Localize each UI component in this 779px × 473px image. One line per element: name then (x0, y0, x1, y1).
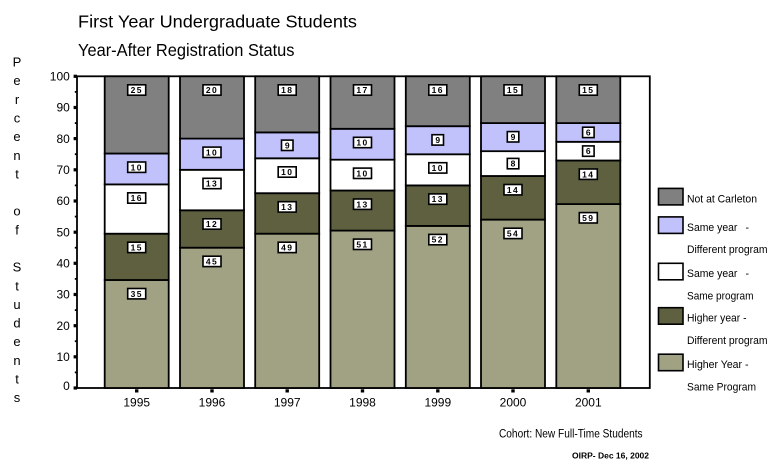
svg-text:Year-After Registration Status: Year-After Registration Status (78, 40, 295, 60)
svg-text:First Year Undergraduate Stude: First Year Undergraduate Students (78, 12, 357, 32)
svg-text:60: 60 (56, 194, 70, 208)
svg-text:20: 20 (206, 85, 218, 95)
svg-text:e: e (13, 129, 20, 144)
svg-text:1995: 1995 (123, 395, 150, 409)
svg-text:40: 40 (56, 257, 70, 271)
svg-text:P: P (13, 55, 22, 70)
svg-text:17: 17 (356, 85, 368, 95)
svg-text:Same year -: Same year - (687, 222, 749, 234)
svg-text:Different program: Different program (687, 244, 768, 256)
svg-text:51: 51 (356, 239, 368, 249)
svg-text:Higher Year -: Higher Year - (687, 359, 749, 371)
svg-text:Cohort: New Full-Time Students: Cohort: New Full-Time Students (499, 428, 643, 440)
svg-text:15: 15 (582, 85, 594, 95)
svg-text:10: 10 (131, 162, 143, 172)
svg-text:16: 16 (432, 85, 444, 95)
svg-text:54: 54 (507, 229, 519, 239)
svg-text:10: 10 (281, 167, 293, 177)
svg-text:n: n (13, 353, 20, 368)
svg-text:e: e (13, 73, 20, 88)
svg-text:u: u (13, 297, 20, 312)
svg-text:OIRP- Dec 16, 2002: OIRP- Dec 16, 2002 (572, 451, 650, 460)
svg-text:2000: 2000 (500, 395, 527, 409)
svg-text:n: n (13, 148, 20, 163)
svg-text:90: 90 (56, 101, 70, 115)
svg-text:9: 9 (511, 132, 516, 142)
svg-text:35: 35 (131, 289, 143, 299)
svg-text:30: 30 (56, 288, 70, 302)
svg-text:1999: 1999 (424, 395, 451, 409)
svg-text:20: 20 (56, 319, 70, 333)
svg-text:10: 10 (206, 147, 218, 157)
svg-text:52: 52 (432, 235, 444, 245)
svg-text:d: d (13, 316, 20, 331)
svg-text:13: 13 (281, 202, 293, 212)
svg-text:6: 6 (586, 128, 591, 138)
svg-text:1996: 1996 (199, 395, 226, 409)
svg-text:e: e (13, 334, 20, 349)
svg-text:70: 70 (56, 163, 70, 177)
svg-text:12: 12 (206, 219, 218, 229)
svg-text:45: 45 (206, 257, 218, 267)
svg-text:13: 13 (432, 194, 444, 204)
svg-text:16: 16 (131, 193, 143, 203)
svg-text:9: 9 (285, 140, 290, 150)
svg-text:t: t (15, 372, 19, 387)
svg-text:18: 18 (281, 85, 293, 95)
svg-text:t: t (15, 166, 19, 181)
svg-text:t: t (15, 278, 19, 293)
svg-text:f: f (15, 222, 19, 237)
svg-text:8: 8 (511, 159, 516, 169)
svg-text:14: 14 (507, 185, 519, 195)
svg-text:14: 14 (582, 169, 594, 179)
svg-text:80: 80 (56, 132, 70, 146)
svg-text:Not at Carleton: Not at Carleton (687, 193, 757, 205)
svg-text:1997: 1997 (274, 395, 301, 409)
svg-text:Same year -: Same year - (687, 268, 749, 280)
svg-text:10: 10 (56, 350, 70, 364)
svg-text:100: 100 (50, 70, 70, 84)
svg-text:50: 50 (56, 225, 70, 239)
svg-text:Same program: Same program (687, 291, 754, 303)
svg-text:9: 9 (435, 135, 440, 145)
svg-text:49: 49 (281, 243, 293, 253)
svg-text:25: 25 (131, 85, 143, 95)
svg-text:6: 6 (586, 146, 591, 156)
svg-text:13: 13 (356, 199, 368, 209)
svg-text:o: o (13, 204, 20, 219)
svg-text:Different program: Different program (687, 335, 768, 347)
svg-text:c: c (14, 111, 21, 126)
svg-text:S: S (13, 260, 22, 275)
svg-text:10: 10 (356, 138, 368, 148)
svg-text:10: 10 (432, 163, 444, 173)
svg-text:15: 15 (131, 243, 143, 253)
svg-text:s: s (14, 390, 21, 405)
svg-text:13: 13 (206, 179, 218, 189)
svg-text:Same Program: Same Program (687, 381, 756, 393)
svg-text:r: r (15, 92, 20, 107)
svg-text:1998: 1998 (349, 395, 376, 409)
svg-text:0: 0 (63, 379, 70, 393)
svg-text:Higher year -: Higher year - (687, 313, 747, 325)
svg-text:15: 15 (507, 85, 519, 95)
svg-text:10: 10 (356, 168, 368, 178)
svg-text:2001: 2001 (575, 395, 602, 409)
svg-text:59: 59 (582, 213, 594, 223)
